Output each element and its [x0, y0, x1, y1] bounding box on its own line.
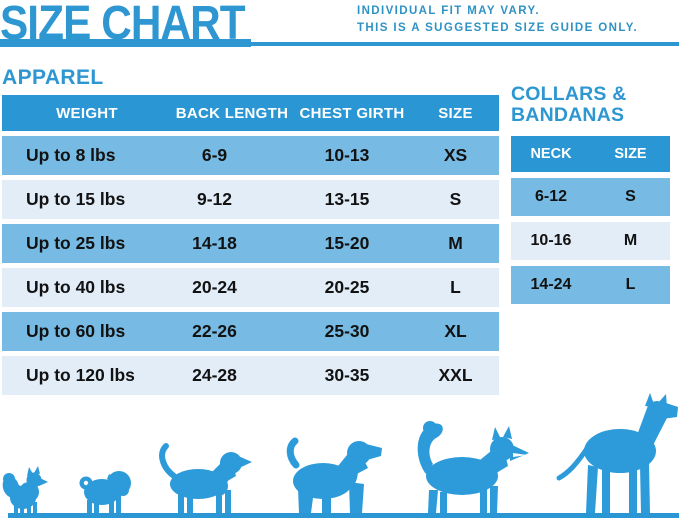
- collars-heading-line-1: COLLARS &: [511, 83, 627, 105]
- column-header-weight: WEIGHT: [56, 104, 118, 122]
- cocker-spaniel-silhouette-icon: [286, 437, 382, 513]
- table-row: Up to 8 lbs 6-9 10-13 XS: [2, 136, 499, 175]
- chest-girth-cell: 25-30: [324, 321, 370, 341]
- disclaimer: INDIVIDUAL FIT MAY VARY. THIS IS A SUGGE…: [357, 3, 638, 37]
- header-rule: [0, 42, 679, 46]
- back-length-cell: 6-9: [201, 145, 228, 165]
- table-row: Up to 40 lbs 20-24 20-25 L: [2, 268, 499, 307]
- column-header-back-length: BACK LENGTH: [175, 104, 289, 122]
- chest-girth-cell: 30-35: [324, 365, 370, 385]
- chest-girth-cell: 20-25: [324, 277, 370, 297]
- beagle-silhouette-icon: [159, 443, 252, 513]
- column-header-neck: NECK: [530, 146, 572, 162]
- table-row: Up to 120 lbs 24-28 30-35 XXL: [2, 356, 499, 395]
- great-dane-silhouette-icon: [556, 393, 678, 513]
- apparel-size-table: WEIGHT BACK LENGTH CHEST GIRTH SIZE Up t…: [2, 95, 499, 400]
- column-header-size: SIZE: [438, 104, 473, 122]
- chest-girth-cell: 13-15: [324, 189, 370, 209]
- husky-silhouette-icon: [417, 421, 529, 513]
- back-length-cell: 20-24: [192, 277, 237, 297]
- back-length-cell: 24-28: [192, 365, 237, 385]
- size-cell: L: [450, 277, 461, 297]
- back-length-cell: 9-12: [196, 189, 233, 209]
- size-cell: M: [448, 233, 463, 253]
- collars-table-header: NECK SIZE: [511, 136, 670, 172]
- disclaimer-line-1: INDIVIDUAL FIT MAY VARY.: [357, 5, 540, 17]
- apparel-section-heading: APPAREL: [2, 66, 104, 89]
- disclaimer-line-2: THIS IS A SUGGESTED SIZE GUIDE ONLY.: [357, 22, 639, 34]
- column-header-size: SIZE: [614, 146, 647, 162]
- pomeranian-silhouette-icon: [2, 466, 48, 513]
- chest-girth-cell: 15-20: [324, 233, 370, 253]
- collars-section-heading: COLLARS & BANDANAS: [511, 84, 627, 126]
- collars-size-table: NECK SIZE 6-12 S 10-16 M 14-24 L: [511, 136, 670, 310]
- collars-heading-line-2: BANDANAS: [511, 104, 625, 126]
- back-length-cell: 14-18: [192, 233, 237, 253]
- size-cell: XL: [444, 321, 467, 341]
- apparel-table-header: WEIGHT BACK LENGTH CHEST GIRTH SIZE: [2, 95, 499, 131]
- size-cell: XXL: [438, 365, 473, 385]
- neck-cell: 10-16: [530, 232, 572, 249]
- pug-silhouette-icon: [79, 471, 131, 513]
- table-row: Up to 25 lbs 14-18 15-20 M: [2, 224, 499, 263]
- column-header-chest-girth: CHEST GIRTH: [299, 104, 405, 122]
- weight-cell: Up to 8 lbs: [26, 145, 116, 165]
- size-cell: M: [623, 232, 638, 249]
- weight-cell: Up to 40 lbs: [26, 277, 126, 297]
- neck-cell: 6-12: [534, 188, 568, 205]
- weight-cell: Up to 15 lbs: [26, 189, 126, 209]
- size-cell: S: [625, 188, 636, 205]
- size-cell: S: [449, 189, 462, 209]
- table-row: 14-24 L: [511, 266, 670, 304]
- size-cell: XS: [443, 145, 468, 165]
- ground-line: [8, 513, 679, 518]
- neck-cell: 14-24: [530, 276, 572, 293]
- chest-girth-cell: 10-13: [324, 145, 370, 165]
- table-row: 6-12 S: [511, 178, 670, 216]
- weight-cell: Up to 120 lbs: [26, 365, 135, 385]
- table-row: Up to 60 lbs 22-26 25-30 XL: [2, 312, 499, 351]
- back-length-cell: 22-26: [192, 321, 237, 341]
- weight-cell: Up to 60 lbs: [26, 321, 126, 341]
- table-row: 10-16 M: [511, 222, 670, 260]
- table-row: Up to 15 lbs 9-12 13-15 S: [2, 180, 499, 219]
- size-cell: L: [625, 276, 636, 293]
- weight-cell: Up to 25 lbs: [26, 233, 126, 253]
